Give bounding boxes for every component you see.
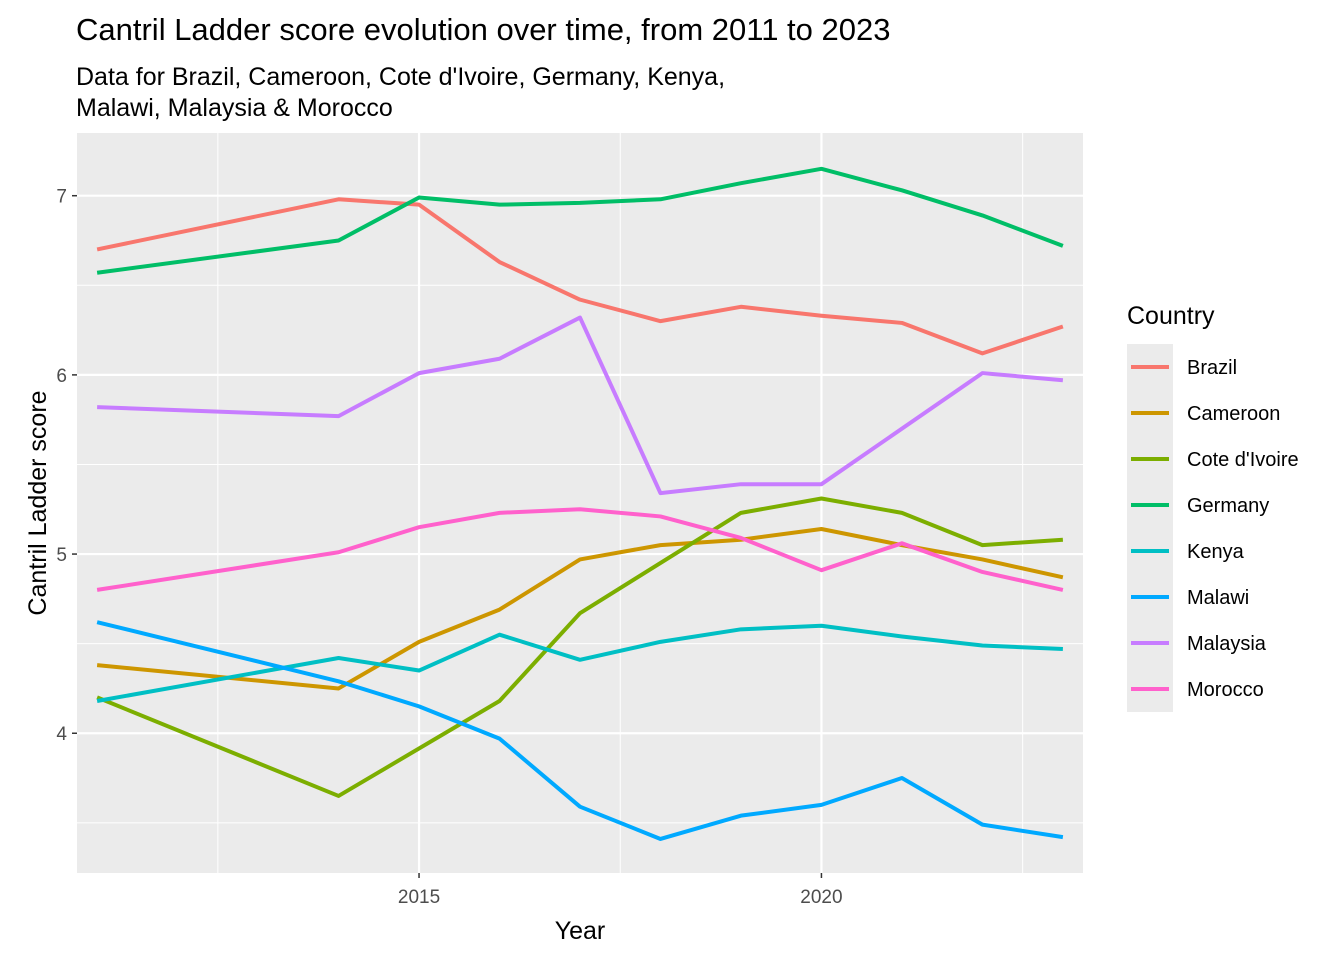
series-line: [96, 197, 1064, 356]
legend-label: Cameroon: [1187, 403, 1280, 425]
chart-subtitle-line-2: Malawi, Malaysia & Morocco: [76, 94, 393, 122]
x-tick-label: 2015: [398, 887, 440, 908]
series-line: [97, 315, 1064, 496]
legend-label: Germany: [1187, 495, 1269, 517]
legend-label: Cote d'Ivoire: [1187, 449, 1299, 471]
plot-panel: [77, 133, 1083, 873]
series-line: [96, 526, 1064, 691]
series-line: [96, 507, 1064, 592]
series-lines: [96, 166, 1064, 841]
y-tick-label: 6: [56, 366, 67, 387]
y-axis: 4 5 6 7: [56, 187, 77, 745]
legend-key-background: [1127, 344, 1173, 712]
y-tick-label: 4: [56, 724, 67, 745]
x-axis-title: Year: [555, 917, 606, 945]
y-axis-title: Cantril Ladder score: [24, 390, 52, 615]
chart-subtitle: Data for Brazil, Cameroon, Cote d'Ivoire…: [76, 62, 725, 124]
legend-label: Morocco: [1187, 679, 1264, 701]
chart-subtitle-line-1: Data for Brazil, Cameroon, Cote d'Ivoire…: [76, 63, 726, 91]
series-line: [96, 623, 1063, 703]
x-tick-label: 2020: [800, 887, 842, 908]
chart-title: Cantril Ladder score evolution over time…: [76, 12, 891, 47]
series-line: [96, 166, 1064, 275]
legend-title: Country: [1127, 302, 1215, 330]
x-axis: 2015 2020: [398, 873, 843, 908]
y-tick-label: 7: [56, 187, 67, 208]
series-line: [96, 496, 1064, 798]
legend-label: Kenya: [1187, 541, 1245, 563]
series-line: [96, 620, 1064, 841]
y-tick-label: 5: [56, 545, 67, 566]
legend-items: Brazil Cameroon Cote d'Ivoire Germany Kenya M…: [1131, 357, 1299, 701]
legend-label: Brazil: [1187, 357, 1237, 379]
minor-gridlines: [77, 133, 1083, 873]
legend-label: Malawi: [1187, 587, 1249, 609]
legend: Country Brazil Cameroon Cote d'Ivoire Germa…: [1127, 302, 1299, 712]
legend-label: Malaysia: [1187, 633, 1267, 655]
